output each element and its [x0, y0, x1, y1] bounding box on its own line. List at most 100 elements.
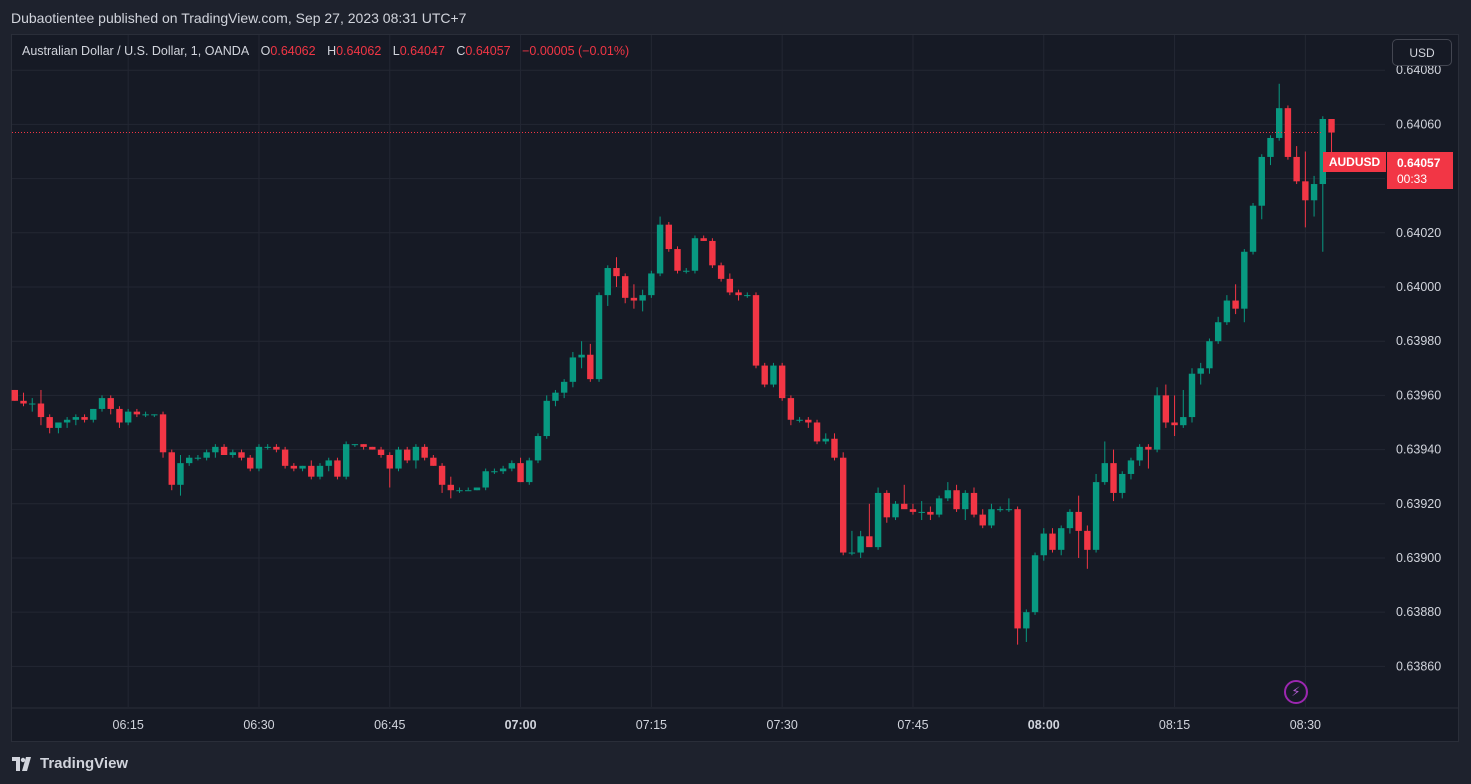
candle-body	[683, 270, 690, 272]
candle-body	[595, 295, 603, 380]
candle	[377, 446, 385, 458]
candle-body	[996, 509, 1004, 511]
candle	[1075, 495, 1082, 558]
candle-body	[456, 490, 463, 492]
candle-body	[395, 449, 402, 469]
candle-body	[787, 398, 795, 420]
price-tick-label: 0.63980	[1396, 334, 1441, 348]
time-tick-label: 06:15	[113, 718, 144, 732]
candle-body	[168, 452, 175, 485]
candle-body	[1302, 181, 1309, 201]
candle-body	[1162, 395, 1170, 423]
candle-body	[1258, 156, 1265, 206]
candle	[587, 343, 594, 382]
candle-body	[11, 389, 18, 401]
candle	[186, 455, 193, 466]
chart-frame[interactable]	[11, 34, 1459, 742]
candle	[1110, 449, 1117, 502]
candle	[203, 449, 210, 461]
candle	[491, 468, 498, 474]
time-tick-label: 08:30	[1290, 718, 1321, 732]
candle	[1232, 284, 1239, 315]
candle-body	[29, 403, 36, 405]
candle-body	[752, 295, 760, 366]
candle	[700, 235, 707, 241]
candle	[11, 389, 18, 401]
candle-body	[778, 365, 786, 399]
price-tick-label: 0.64060	[1396, 117, 1441, 131]
candle-body	[124, 411, 132, 423]
candle-body	[46, 417, 53, 428]
candle-body	[1014, 509, 1021, 629]
candle	[1180, 389, 1187, 428]
candle-body	[264, 446, 271, 448]
candle	[430, 455, 437, 466]
candle	[996, 506, 1004, 512]
candle	[604, 265, 611, 306]
price-tick-label: 0.63920	[1396, 497, 1441, 511]
time-tick-label: 08:15	[1159, 718, 1190, 732]
candle-body	[107, 398, 114, 409]
candle-body	[953, 490, 960, 510]
candle	[805, 417, 812, 428]
candle	[796, 417, 803, 423]
candle-body	[552, 392, 559, 401]
candle	[560, 379, 568, 399]
candle-body	[1092, 482, 1100, 550]
candle-body	[177, 463, 184, 485]
lightning-icon[interactable]: ⚡	[1284, 680, 1308, 704]
candle	[247, 455, 254, 472]
candle-body	[735, 292, 742, 296]
candle	[194, 455, 202, 461]
candle	[578, 341, 585, 369]
candle-body	[874, 492, 882, 548]
symbol-description[interactable]: Australian Dollar / U.S. Dollar, 1, OAND…	[22, 44, 250, 58]
candle	[648, 270, 655, 298]
candle-body	[273, 446, 280, 450]
candle	[735, 289, 742, 301]
close-value: 0.64057	[465, 44, 511, 58]
candle-body	[1049, 533, 1056, 550]
currency-button[interactable]: USD	[1392, 39, 1452, 66]
brand[interactable]: TradingView	[12, 755, 128, 772]
candle	[412, 444, 420, 469]
candle	[883, 490, 890, 523]
candle	[726, 273, 734, 296]
candle	[517, 457, 524, 483]
candle	[177, 455, 184, 496]
candle-body	[133, 411, 141, 415]
candle-body	[944, 490, 952, 499]
candle	[552, 389, 559, 407]
candle	[351, 444, 359, 447]
candle-body	[1127, 460, 1135, 474]
candle-body	[194, 457, 202, 459]
candle-body	[386, 455, 393, 469]
time-tick-label: 06:45	[374, 718, 405, 732]
candle	[935, 495, 943, 518]
candle	[395, 446, 402, 472]
candle	[1188, 368, 1196, 423]
candle-body	[377, 449, 385, 455]
candle	[98, 395, 106, 412]
time-tick-label: 07:30	[767, 718, 798, 732]
low-label: L	[392, 44, 400, 58]
candle-body	[726, 278, 734, 293]
candle-body	[1153, 395, 1161, 450]
candle-body	[831, 438, 838, 458]
candle-body	[1066, 511, 1074, 529]
candle	[334, 457, 341, 480]
candle	[1214, 316, 1222, 344]
candle	[1319, 116, 1326, 252]
candle-body	[1249, 205, 1257, 252]
candle	[116, 406, 123, 428]
candle-body	[1171, 422, 1178, 426]
candle	[55, 422, 62, 434]
candle	[752, 292, 760, 369]
candle	[874, 487, 882, 550]
candle-body	[770, 365, 777, 385]
candle-body	[351, 444, 359, 446]
candle-body	[927, 511, 934, 515]
change-value: −0.00005 (−0.01%)	[522, 44, 630, 58]
ohlc-legend: Australian Dollar / U.S. Dollar, 1, OAND…	[22, 44, 629, 58]
